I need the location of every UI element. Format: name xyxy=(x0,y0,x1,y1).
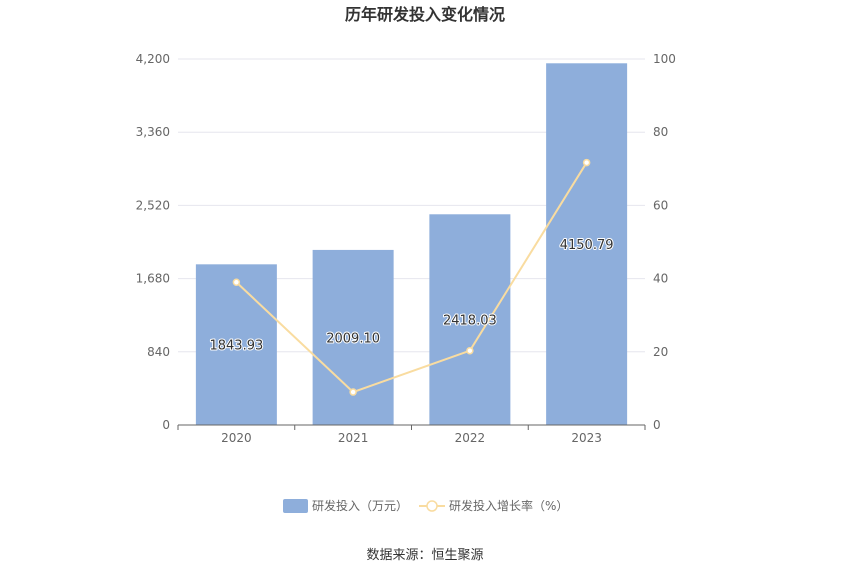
bar-series xyxy=(195,63,628,425)
line-series xyxy=(232,158,591,396)
x-axis: 2020 2021 2022 2023 xyxy=(177,424,646,445)
right-tick-label: 100 xyxy=(653,52,676,66)
bar xyxy=(429,214,511,425)
legend-item-bar[interactable]: 研发投入（万元） xyxy=(283,498,408,513)
data-labels: 1843.93 2009.10 2418.03 4150.79 xyxy=(208,237,614,355)
line-point xyxy=(582,158,591,167)
legend-item-line[interactable]: 研发投入增长率（%） xyxy=(419,498,568,513)
left-axis: 0 840 1,680 2,520 3,360 4,200 xyxy=(136,52,170,432)
right-tick-label: 80 xyxy=(653,125,668,139)
right-tick-label: 40 xyxy=(653,272,668,286)
legend-bar-swatch xyxy=(283,499,308,513)
line-point xyxy=(349,388,357,396)
legend-bar-label: 研发投入（万元） xyxy=(312,498,408,513)
left-tick-label: 4,200 xyxy=(136,52,170,66)
bar xyxy=(312,249,394,425)
left-tick-label: 3,360 xyxy=(136,125,170,139)
bar-data-label: 1843.93 xyxy=(209,339,263,354)
legend-line-label: 研发投入增长率（%） xyxy=(449,498,568,513)
x-tick-label: 2022 xyxy=(455,431,486,445)
growth-line xyxy=(235,162,588,394)
x-tick-label: 2021 xyxy=(338,431,369,445)
left-tick-label: 2,520 xyxy=(136,198,170,212)
left-tick-label: 0 xyxy=(162,418,170,432)
right-tick-label: 0 xyxy=(653,418,661,432)
bar xyxy=(546,63,628,425)
right-axis: 0 20 40 60 80 100 xyxy=(653,52,676,432)
bar-data-label: 2009.10 xyxy=(326,331,380,346)
legend-line-marker xyxy=(426,500,438,512)
bar-data-label: 2418.03 xyxy=(443,314,497,329)
chart-title: 历年研发投入变化情况 xyxy=(345,5,505,24)
line-point xyxy=(232,278,241,287)
source-text: 数据来源：恒生聚源 xyxy=(366,548,483,563)
left-tick-label: 840 xyxy=(147,345,170,359)
bar xyxy=(195,264,277,425)
legend: 研发投入（万元） 研发投入增长率（%） xyxy=(283,498,568,513)
x-tick-label: 2023 xyxy=(571,431,602,445)
bar-data-label: 4150.79 xyxy=(560,238,614,253)
left-tick-label: 1,680 xyxy=(136,272,170,286)
right-tick-label: 60 xyxy=(653,198,668,212)
x-tick-label: 2020 xyxy=(221,431,252,445)
line-point xyxy=(466,346,474,355)
right-tick-label: 20 xyxy=(653,345,668,359)
